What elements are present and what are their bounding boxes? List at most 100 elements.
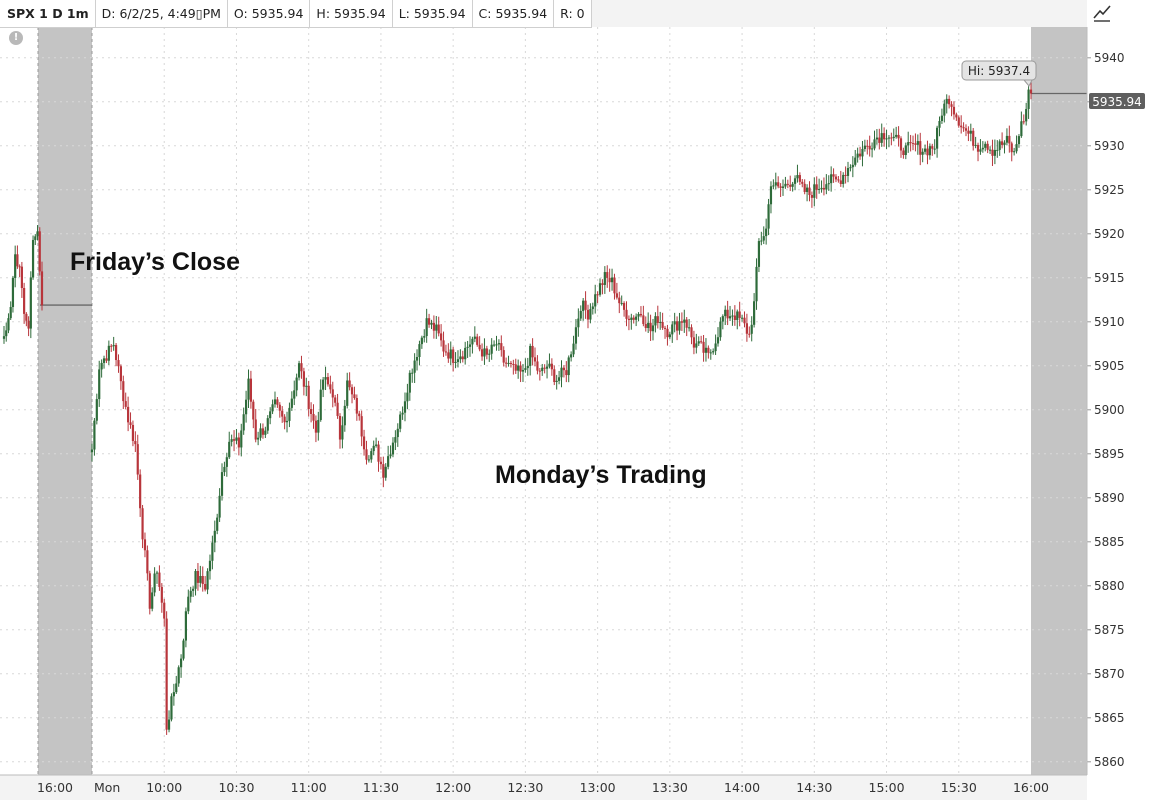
candle-body [102,358,106,363]
candle-body [36,231,39,237]
candle-body [962,127,965,129]
x-tick-label: 11:00 [291,780,327,795]
candle-body [310,409,313,414]
candle-body [861,148,864,157]
y-tick-label: 5875 [1094,623,1125,637]
candle-body [490,344,493,354]
candle-body [567,357,570,376]
candle-body [570,354,573,358]
y-tick-label: 5920 [1094,227,1125,241]
candle-body [257,437,260,440]
candle-body [996,149,999,151]
range-readout: R: 0 [553,0,590,27]
candle-body [387,456,390,467]
candle-body [933,148,936,150]
candle-body [586,309,590,320]
candle-body [114,345,118,361]
candle-body [950,104,953,107]
candle-body [382,464,385,478]
candle-body [93,420,96,450]
candle-body [117,360,120,367]
candle-body [639,313,643,316]
exclamation-icon[interactable]: ! [9,31,23,45]
x-tick-label: 15:00 [869,780,905,795]
candle-body [468,344,472,347]
candle-body [945,98,948,104]
y-tick-label: 5905 [1094,359,1125,373]
candle-body [533,357,537,362]
candle-body [936,127,939,149]
candle-body [907,142,910,146]
hi-tag-box [961,60,1037,81]
candle-body [192,588,195,591]
candle-body [302,371,305,387]
candle-body [177,667,180,684]
candle-body [517,365,520,371]
candle-body [151,592,154,609]
candle-body [341,425,344,440]
candle-body [726,309,729,319]
y-tick-label: 5895 [1094,447,1125,461]
candle-body [911,143,915,145]
candle-body [678,321,681,331]
candle-body [582,300,585,311]
candle-body [401,412,404,415]
candle-body [714,343,717,352]
candle-body [25,313,28,321]
x-tick-label: 14:30 [796,780,832,795]
candle-body [1001,141,1004,145]
candle-body [878,137,881,143]
candle-body [820,187,823,189]
x-tick-label: 10:30 [218,780,254,795]
candle-body [343,405,346,426]
y-tick-label: 5940 [1094,51,1125,65]
low-readout: L: 5935.94 [391,0,472,27]
candle-body [724,309,727,317]
candle-body [218,495,221,518]
candle-body [110,345,113,347]
candle-body [512,363,515,365]
candle-body [892,136,895,138]
candle-body [338,415,342,440]
candle-body [618,297,621,304]
candle-body [440,333,443,341]
candle-body [591,306,594,310]
candle-body [931,146,934,149]
candle-body [765,228,768,237]
candle-body [967,130,970,134]
candle-body [305,385,308,387]
candle-body [461,356,464,360]
candle-body [216,517,219,531]
candle-body [146,550,149,574]
candle-body [98,369,101,400]
symbol-label[interactable]: SPX 1 D 1m [7,6,89,21]
candle-body [608,277,611,283]
candle-body [358,413,361,417]
candle-body [206,571,209,590]
candle-body [825,184,828,190]
candle-body [798,175,801,182]
candle-body [721,316,724,322]
candle-body [411,372,414,374]
candle-body [367,459,370,461]
y-tick-label: 5870 [1094,667,1125,681]
candle-body [1010,143,1013,153]
candle-body [928,146,931,156]
candle-body [269,411,272,419]
candle-body [738,311,741,318]
candle-body [170,696,173,720]
candle-body [769,186,773,205]
candle-body [319,389,322,420]
candle-body [336,402,339,416]
candle-body [885,138,888,140]
candle-body [129,422,132,425]
candle-body [297,363,301,378]
y-tick-label: 5885 [1094,535,1125,549]
candle-body [208,560,212,572]
candle-body [786,183,789,185]
candle-body [379,461,383,465]
candle-body [372,445,375,452]
draw-line-icon[interactable] [1090,2,1114,24]
candle-body [868,145,871,150]
